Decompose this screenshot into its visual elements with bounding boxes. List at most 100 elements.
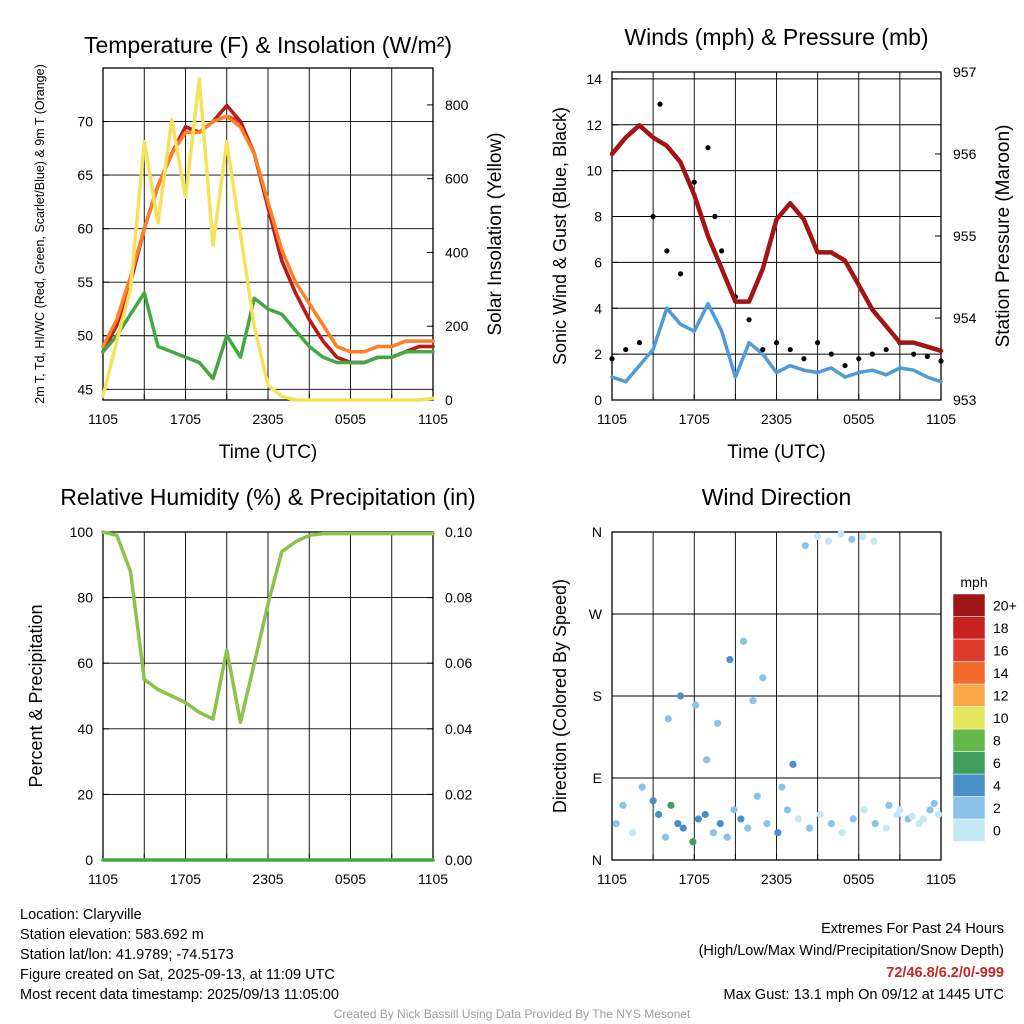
data-point [702,756,711,764]
latlon-text: Station lat/lon: 41.9789; -74.5173 [20,947,234,963]
colorbar-swatch [952,751,986,775]
data-point [859,532,867,541]
data-point [649,797,657,805]
y-axis-label: 2m T, Td, HI/WC (Red, Green, Scarlet/Blu… [33,64,47,403]
data-point [926,806,934,814]
data-point [869,351,876,357]
elevation-text: Station elevation: 583.692 m [20,927,204,943]
x-tick-label: 0505 [843,871,874,887]
data-point [827,819,835,828]
chart-title: Temperature (F) & Insolation (W/m²) [84,32,452,58]
data-point [930,799,938,808]
colorbar-swatch [952,661,986,685]
x-tick-label: 2305 [761,871,792,887]
data-point [655,810,663,819]
y-tick-label: 60 [77,221,93,237]
y-right-tick-label: 0.00 [445,852,472,868]
location-text: Location: Claryville [20,907,142,923]
data-point [910,351,917,357]
data-point [814,532,822,541]
data-point [664,715,672,723]
data-point [870,537,878,545]
colorbar-label: 12 [993,687,1009,703]
x-tick-label: 1705 [170,871,201,887]
data-point [657,101,663,107]
chart-title: Wind Direction [702,484,852,510]
colorbar-swatch [952,616,986,640]
data-point [609,356,615,362]
chart-title: Winds (mph) & Pressure (mb) [624,24,928,50]
x-tick-label: 0505 [335,411,366,427]
colorbar-title: mph [960,574,987,590]
colorbar-label: 0 [993,822,1001,838]
colorbar-label: 2 [993,800,1001,816]
data-point [934,810,942,819]
data-point [709,829,718,837]
y-tick-label: 12 [586,117,602,133]
data-point [650,213,656,220]
series-line [101,114,435,354]
x-tick-label: 1105 [88,411,118,427]
colorbar-swatch [952,818,986,842]
panel-temp: 1105 1705 2305 0505 1105 45 50 55 60 65 70 0 200 400 6… [33,32,506,463]
x-tick-label: 1705 [679,871,710,887]
colorbar-swatch [952,728,986,752]
x-tick-label: 1105 [926,411,956,427]
colorbar-swatch [952,796,986,820]
series-line [101,530,435,724]
x-tick-label: 2305 [252,411,283,427]
y-right-tick-label: 957 [953,64,977,80]
data-point [885,801,893,809]
y-tick-label: 0 [594,392,602,408]
data-point [719,248,725,254]
series-line [101,291,435,381]
colorbar-label: 10 [993,710,1009,726]
extremes-subtitle: (High/Low/Max Wind/Precipitation/Snow De… [698,943,1004,959]
colorbar-swatch [952,773,986,797]
y-tick-label: N [592,852,602,868]
data-point [636,340,643,346]
data-point [824,537,833,545]
y-right-tick-label: 0.02 [445,786,472,802]
x-tick-label: 1105 [88,871,118,887]
y-tick-label: 2 [594,346,602,362]
x-tick-label: 1105 [597,871,627,887]
data-point [924,353,930,360]
data-point [848,535,856,543]
data-point [679,824,687,832]
x-tick-label: 1105 [597,411,627,427]
data-point [801,356,807,362]
data-point [726,655,734,664]
y-tick-label: 10 [586,163,602,179]
colorbar-swatch [952,683,986,707]
y-tick-label: S [593,688,602,704]
data-point [705,145,711,151]
data-point [882,824,890,832]
data-point [815,340,821,346]
data-point [837,530,845,538]
y-right-tick-label: 200 [445,318,469,334]
credit-text: Created By Nick Bassill Using Data Provi… [333,1007,691,1021]
data-point [701,810,709,819]
y-axis-label: Percent & Precipitation [26,604,46,787]
colorbar-label: 18 [993,620,1009,636]
colorbar-label: 16 [993,642,1009,658]
data-point [871,819,879,828]
data-point [753,792,761,800]
data-point [856,356,862,362]
data-point [716,819,724,828]
y-tick-label: 70 [77,114,93,130]
y-tick-label: 0 [85,852,93,868]
data-point [794,815,803,823]
colorbar-label: 14 [993,665,1009,681]
data-point [828,351,834,357]
data-point [801,542,809,550]
data-point [692,701,700,709]
panel-dir: 1105 1705 2305 0505 1105 N E S W N Wind Direction D… [550,484,1017,887]
chart-title: Relative Humidity (%) & Precipitation (i… [60,484,475,510]
series-line [610,301,943,384]
data-point [760,346,766,353]
y-tick-label: 14 [586,71,602,87]
y-tick-label: E [593,770,602,786]
data-point [789,760,797,768]
